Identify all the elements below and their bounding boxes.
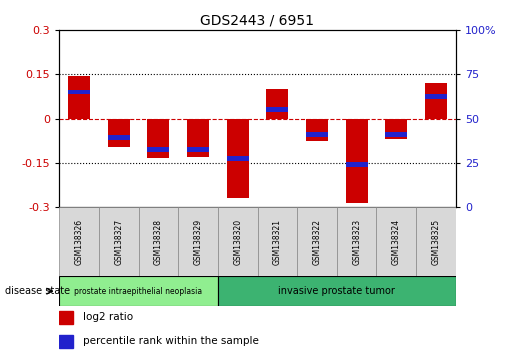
Text: prostate intraepithelial neoplasia: prostate intraepithelial neoplasia	[75, 287, 202, 296]
Bar	[227, 119, 249, 198]
Text: GSM138329: GSM138329	[194, 218, 202, 265]
Bar	[346, 162, 368, 167]
Text: GSM138325: GSM138325	[432, 218, 440, 265]
FancyBboxPatch shape	[178, 207, 218, 276]
Text: GSM138322: GSM138322	[313, 219, 321, 264]
Bar	[306, 132, 328, 137]
FancyBboxPatch shape	[376, 207, 416, 276]
FancyBboxPatch shape	[139, 207, 178, 276]
Bar	[187, 119, 209, 157]
Bar	[385, 119, 407, 139]
Bar	[187, 147, 209, 152]
FancyBboxPatch shape	[258, 207, 297, 276]
Bar	[306, 119, 328, 141]
Bar	[68, 90, 90, 95]
Bar	[266, 107, 288, 112]
Text: GSM138327: GSM138327	[114, 218, 123, 265]
Bar	[108, 135, 130, 140]
FancyBboxPatch shape	[59, 276, 218, 306]
Bar	[68, 76, 90, 119]
Bar	[59, 335, 73, 348]
FancyBboxPatch shape	[59, 207, 99, 276]
Bar	[147, 119, 169, 159]
FancyBboxPatch shape	[416, 207, 456, 276]
Bar	[227, 156, 249, 161]
Text: GSM138324: GSM138324	[392, 218, 401, 265]
Text: GSM138323: GSM138323	[352, 218, 361, 265]
Bar	[425, 94, 447, 99]
Text: GSM138320: GSM138320	[233, 218, 242, 265]
Text: log2 ratio: log2 ratio	[83, 312, 133, 322]
FancyBboxPatch shape	[218, 207, 258, 276]
Bar	[425, 83, 447, 119]
Bar	[346, 119, 368, 202]
FancyBboxPatch shape	[218, 276, 456, 306]
Text: GSM138328: GSM138328	[154, 219, 163, 264]
Text: invasive prostate tumor: invasive prostate tumor	[279, 286, 395, 296]
Text: GSM138321: GSM138321	[273, 219, 282, 264]
Bar	[266, 89, 288, 119]
FancyBboxPatch shape	[337, 207, 376, 276]
FancyBboxPatch shape	[99, 207, 139, 276]
Title: GDS2443 / 6951: GDS2443 / 6951	[200, 13, 315, 28]
Bar	[385, 132, 407, 137]
Bar	[108, 119, 130, 147]
Text: disease state: disease state	[5, 286, 70, 296]
Bar	[59, 311, 73, 324]
Text: percentile rank within the sample: percentile rank within the sample	[83, 336, 259, 346]
Bar	[147, 147, 169, 152]
Text: GSM138326: GSM138326	[75, 218, 83, 265]
FancyBboxPatch shape	[297, 207, 337, 276]
